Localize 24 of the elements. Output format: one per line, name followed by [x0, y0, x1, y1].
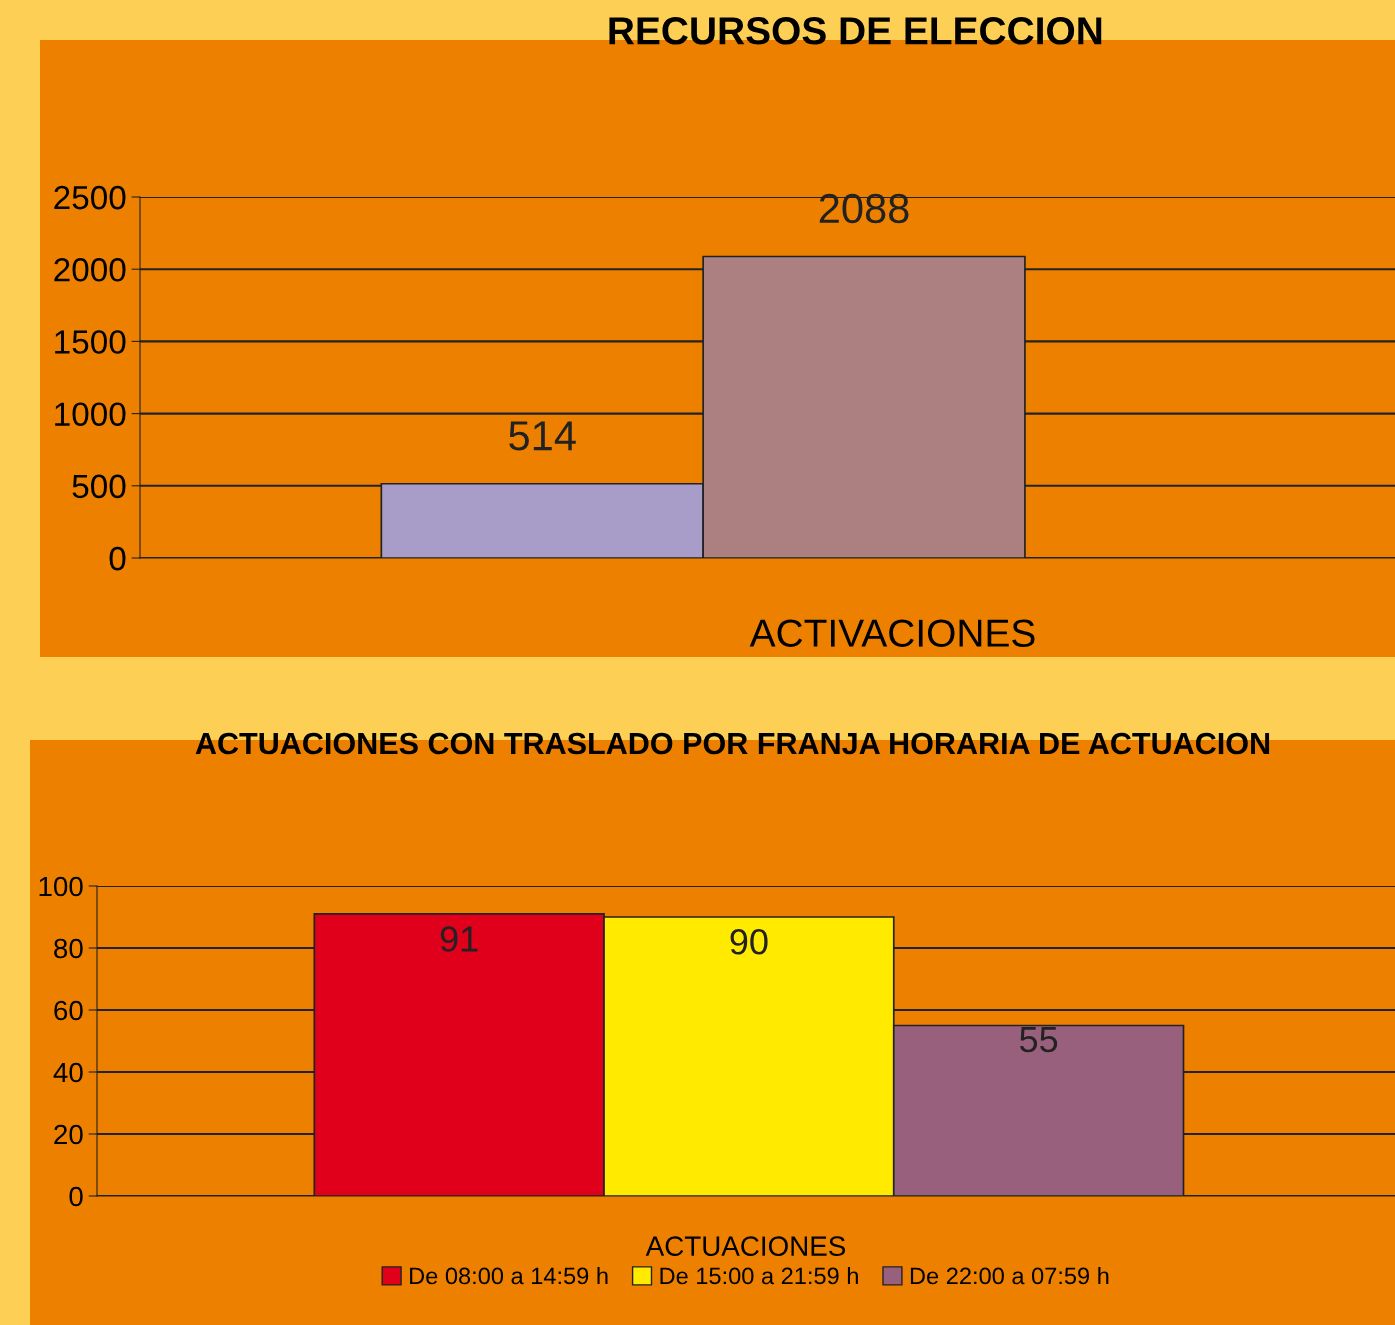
y-tick-label: 1500: [55, 330, 126, 354]
y-tick-label: 500: [72, 474, 126, 499]
legend-label: De 22:00 a 07:59 h: [910, 1266, 1109, 1285]
y-tick-label: 2000: [54, 258, 126, 282]
chart-title: ACTUACIONES CON TRASLADO POR FRANJA HORARIA DE ACTUACION: [195, 732, 1270, 755]
data-label: 90: [730, 929, 768, 955]
y-tick-label: 0: [69, 1186, 83, 1207]
legend-label: De 08:00 a 14:59 h: [410, 1266, 608, 1285]
y-tick-label: 0: [109, 546, 126, 571]
y-tick-label: 60: [54, 1000, 83, 1021]
data-label: 514: [509, 421, 576, 451]
data-label: 2088: [819, 193, 909, 224]
chart-title: RECURSOS DE ELECCION: [609, 17, 1102, 45]
data-label: 91: [440, 926, 478, 952]
y-tick-label: 100: [39, 876, 83, 897]
y-tick-label: 1000: [55, 402, 126, 427]
data-label: 55: [1019, 1027, 1058, 1053]
y-tick-label: 40: [53, 1062, 83, 1083]
x-axis-title: ACTIVACIONES: [749, 619, 1035, 647]
y-tick-label: 2500: [54, 185, 126, 210]
y-tick-label: 20: [54, 1124, 83, 1145]
legend-label: De 15:00 a 21:59 h: [660, 1266, 858, 1285]
y-tick-label: 80: [54, 938, 83, 959]
x-axis-title: ACTUACIONES: [645, 1236, 846, 1256]
